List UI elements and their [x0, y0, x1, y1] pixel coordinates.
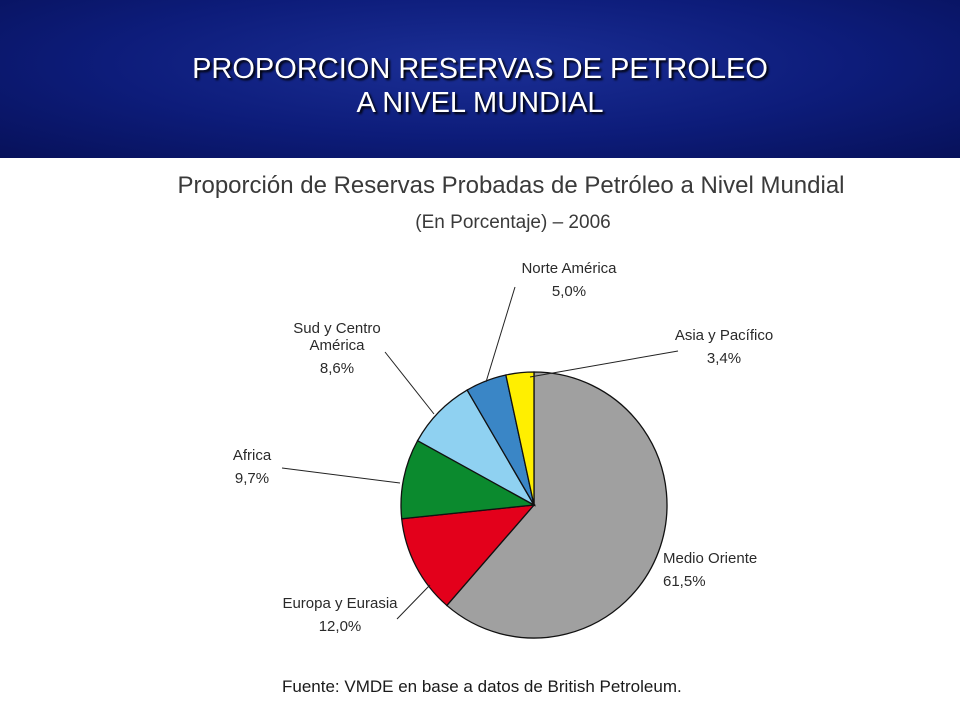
pie-slice-medio-oriente: [445, 371, 668, 639]
slice-label: Europa y Eurasia 12,0%: [282, 595, 398, 635]
leader-line: [396, 584, 431, 620]
chart-title: Proporción de Reservas Probadas de Petró…: [177, 172, 845, 199]
leader-line: [485, 286, 516, 383]
chart-subtitle: (En Porcentaje) – 2006: [415, 212, 611, 233]
pie-slice-asia-y-pac-fico: [505, 371, 535, 506]
slice-label: Africa 9,7%: [233, 447, 272, 487]
chart-source: Fuente: VMDE en base a datos de British …: [282, 677, 682, 696]
slide-title: PROPORCION RESERVAS DE PETROLEO A NIVEL …: [192, 53, 768, 119]
slide-header: PROPORCION RESERVAS DE PETROLEO A NIVEL …: [0, 0, 960, 158]
leader-line: [281, 467, 401, 484]
slice-label: Sud y Centro América 8,6%: [293, 320, 381, 377]
leader-line: [529, 350, 679, 378]
pie-slice-europa-y-eurasia: [400, 504, 536, 607]
slice-label: Asia y Pacífico 3,4%: [675, 327, 773, 367]
leader-line: [384, 351, 435, 415]
slice-label: Norte América 5,0%: [521, 260, 617, 300]
pie-slice-africa: [400, 439, 537, 520]
slice-label: Medio Oriente 61,5%: [663, 550, 757, 590]
